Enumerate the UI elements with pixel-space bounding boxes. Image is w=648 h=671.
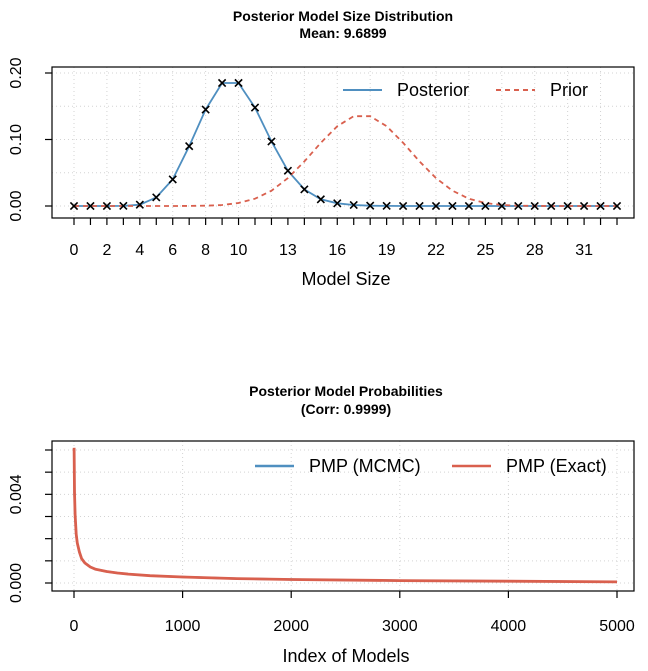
x-tick-label: 19: [378, 242, 396, 259]
posterior-point: [366, 201, 375, 210]
posterior-point: [119, 201, 128, 211]
y-tick-label: 0.00: [8, 190, 25, 221]
posterior-point: [300, 185, 309, 194]
posterior-point: [431, 201, 441, 211]
posterior-point: [398, 201, 408, 211]
posterior-point: [283, 166, 293, 175]
x-tick-label: 16: [328, 242, 346, 259]
model-probabilities-x-label: Index of Models: [282, 646, 409, 666]
posterior-point: [168, 175, 177, 184]
posterior-point: [530, 201, 539, 211]
x-tick-label: 2000: [273, 618, 309, 635]
x-tick-label: 4: [135, 242, 144, 259]
posterior-point: [135, 200, 144, 209]
posterior-point: [234, 78, 243, 88]
posterior-point: [547, 201, 556, 211]
y-tick-label: 0.10: [8, 124, 25, 155]
posterior-point: [481, 201, 490, 211]
model-probabilities-series: [72, 447, 618, 584]
model-probabilities-legend: PMP (MCMC) PMP (Exact): [255, 456, 607, 476]
x-tick-label: 28: [526, 242, 544, 259]
x-tick-label: 2: [102, 242, 111, 259]
x-tick-label: 3000: [382, 618, 418, 635]
model-size-panel: Posterior Model Size Distribution Mean: …: [8, 8, 635, 289]
legend-pmp-exact-label: PMP (Exact): [506, 456, 607, 476]
model-size-plot-box: [51, 66, 635, 219]
model-probabilities-title: Posterior Model Probabilities: [249, 383, 443, 399]
model-size-y-axis: 0.00 0.10 0.20: [8, 57, 52, 222]
posterior-point: [102, 201, 112, 211]
posterior-point: [596, 201, 605, 211]
legend-prior-label: Prior: [550, 80, 588, 100]
posterior-point: [69, 201, 79, 211]
x-tick-label: 0: [70, 618, 79, 635]
model-probabilities-panel: Posterior Model Probabilities (Corr: 0.9…: [8, 383, 635, 666]
posterior-markers: [69, 78, 622, 211]
posterior-point: [86, 201, 95, 211]
model-size-x-axis: 0 2 4 6 8 10 13 16 19 22 25 28 31: [70, 218, 618, 259]
legend-pmp-mcmc-label: PMP (MCMC): [309, 456, 421, 476]
y-tick-label: 0.000: [8, 563, 25, 603]
posterior-point: [612, 201, 622, 211]
x-tick-label: 25: [476, 242, 494, 259]
prior-line: [74, 115, 617, 207]
x-tick-label: 31: [575, 242, 593, 259]
x-tick-label: 6: [168, 242, 177, 259]
posterior-point: [464, 201, 474, 211]
posterior-point: [349, 200, 358, 210]
x-tick-label: 1000: [165, 618, 201, 635]
y-tick-label: 0.20: [8, 57, 25, 88]
posterior-point: [333, 199, 342, 208]
model-size-title: Posterior Model Size Distribution: [233, 8, 453, 24]
x-tick-label: 5000: [599, 618, 635, 635]
model-size-legend: Posterior Prior: [343, 80, 588, 100]
model-size-x-label: Model Size: [301, 269, 390, 289]
posterior-point: [415, 201, 424, 211]
model-probabilities-x-axis: 0 1000 2000 3000 4000 5000: [70, 591, 635, 635]
posterior-point: [382, 201, 391, 211]
x-tick-label: 22: [427, 242, 445, 259]
x-tick-label: 0: [70, 242, 79, 259]
posterior-point: [250, 103, 260, 112]
y-tick-label: 0.004: [8, 474, 25, 514]
x-tick-label: 13: [279, 242, 297, 259]
x-tick-label: 8: [201, 242, 210, 259]
posterior-point: [267, 137, 276, 146]
posterior-point: [579, 201, 589, 211]
model-probabilities-subtitle: (Corr: 0.9999): [301, 401, 391, 417]
pmp-exact-line: [72, 447, 618, 584]
posterior-point: [316, 195, 325, 204]
posterior-line: [74, 82, 617, 207]
posterior-point: [201, 105, 210, 114]
posterior-point: [563, 201, 572, 211]
posterior-point: [217, 78, 227, 88]
posterior-point: [514, 201, 523, 211]
posterior-point: [185, 141, 194, 151]
model-size-series: [74, 82, 617, 207]
posterior-point: [497, 201, 506, 211]
x-tick-label: 4000: [491, 618, 527, 635]
x-tick-label: 10: [230, 242, 248, 259]
posterior-point: [152, 193, 161, 202]
model-probabilities-y-axis: 0.000 0.004: [8, 449, 52, 603]
legend-posterior-label: Posterior: [397, 80, 469, 100]
model-size-subtitle: Mean: 9.6899: [299, 25, 386, 41]
posterior-point: [448, 201, 457, 211]
